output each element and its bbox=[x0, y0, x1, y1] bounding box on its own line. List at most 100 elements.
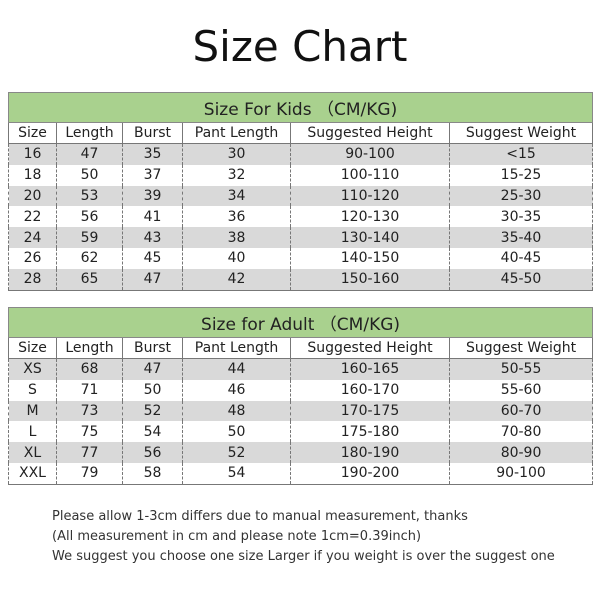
cell: 90-100 bbox=[290, 143, 450, 165]
cell: 120-130 bbox=[290, 206, 450, 228]
cell: 44 bbox=[182, 358, 291, 380]
cell: 50-55 bbox=[448, 358, 594, 380]
cell: 18 bbox=[8, 164, 57, 186]
cell: 100-110 bbox=[290, 164, 450, 186]
cell: 16 bbox=[8, 143, 57, 165]
caption-row: Size For Kids （CM/KG) bbox=[7, 92, 594, 123]
cell: L bbox=[8, 421, 57, 443]
column-header: Pant Length bbox=[182, 337, 291, 359]
cell: 43 bbox=[122, 227, 183, 248]
cell: 52 bbox=[182, 442, 291, 463]
cell: 79 bbox=[56, 462, 123, 485]
cell: 58 bbox=[122, 462, 183, 485]
cell: 30-35 bbox=[448, 206, 594, 228]
cell: 25-30 bbox=[448, 185, 594, 207]
cell: 38 bbox=[182, 227, 291, 248]
title: Size Chart bbox=[192, 22, 408, 71]
cell: 62 bbox=[56, 247, 123, 269]
data-row: XL 77 56 52 180-190 80-90 bbox=[8, 442, 594, 463]
cell: 24 bbox=[8, 227, 57, 248]
data-row: 16 47 35 30 90-100 <15 bbox=[8, 143, 594, 165]
cell: M bbox=[8, 400, 57, 422]
cell: 56 bbox=[122, 442, 183, 463]
cell: 36 bbox=[182, 206, 291, 228]
data-row: M 73 52 48 170-175 60-70 bbox=[8, 400, 594, 422]
table-title: Size For Kids （CM/KG) bbox=[7, 92, 594, 123]
column-header: Burst bbox=[122, 122, 183, 144]
cell: 40 bbox=[182, 247, 291, 269]
data-row: 28 65 47 42 150-160 45-50 bbox=[8, 268, 594, 291]
cell: 90-100 bbox=[448, 462, 594, 485]
note: Please allow 1-3cm differs due to manual… bbox=[52, 509, 468, 524]
cell: 34 bbox=[182, 185, 291, 207]
cell: 15-25 bbox=[448, 164, 594, 186]
cell: 35-40 bbox=[448, 227, 594, 248]
cell: 80-90 bbox=[448, 442, 594, 463]
column-header: Length bbox=[56, 122, 123, 144]
column-header: Suggested Height bbox=[290, 337, 450, 359]
cell: 50 bbox=[122, 379, 183, 401]
cell: XS bbox=[8, 358, 57, 380]
column-header: Size bbox=[8, 122, 57, 144]
cell: XL bbox=[8, 442, 57, 463]
cell: 53 bbox=[56, 185, 123, 207]
data-row: 26 62 45 40 140-150 40-45 bbox=[8, 247, 594, 269]
cell: 54 bbox=[182, 462, 291, 485]
cell: 32 bbox=[182, 164, 291, 186]
data-row: 24 59 43 38 130-140 35-40 bbox=[8, 227, 594, 248]
cell: S bbox=[8, 379, 57, 401]
cell: 35 bbox=[122, 143, 183, 165]
cell: 47 bbox=[122, 268, 183, 291]
cell: 46 bbox=[182, 379, 291, 401]
data-row: 20 53 39 34 110-120 25-30 bbox=[8, 185, 594, 207]
cell: 170-175 bbox=[290, 400, 450, 422]
cell: 47 bbox=[56, 143, 123, 165]
cell: 48 bbox=[182, 400, 291, 422]
column-header: Suggested Height bbox=[290, 122, 450, 144]
cell: 50 bbox=[56, 164, 123, 186]
cell: 160-165 bbox=[290, 358, 450, 380]
cell: 71 bbox=[56, 379, 123, 401]
data-row: 22 56 41 36 120-130 30-35 bbox=[8, 206, 594, 228]
cell: 130-140 bbox=[290, 227, 450, 248]
table-title: Size for Adult （CM/KG) bbox=[7, 307, 594, 338]
column-header: Size bbox=[8, 337, 57, 359]
cell: XXL bbox=[8, 462, 57, 485]
cell: 68 bbox=[56, 358, 123, 380]
cell: 52 bbox=[122, 400, 183, 422]
cell: 45 bbox=[122, 247, 183, 269]
cell: 75 bbox=[56, 421, 123, 443]
data-row: 18 50 37 32 100-110 15-25 bbox=[8, 164, 594, 186]
cell: 39 bbox=[122, 185, 183, 207]
cell: 59 bbox=[56, 227, 123, 248]
column-header: Pant Length bbox=[182, 122, 291, 144]
cell: 150-160 bbox=[290, 268, 450, 291]
cell: 110-120 bbox=[290, 185, 450, 207]
data-row: L 75 54 50 175-180 70-80 bbox=[8, 421, 594, 443]
cell: 140-150 bbox=[290, 247, 450, 269]
size-table: Size for Adult （CM/KG) Size Length Burst Pan… bbox=[7, 307, 594, 485]
cell: 70-80 bbox=[448, 421, 594, 443]
data-row: XS 68 47 44 160-165 50-55 bbox=[8, 358, 594, 380]
cell: 55-60 bbox=[448, 379, 594, 401]
cell: 73 bbox=[56, 400, 123, 422]
caption-row: Size for Adult （CM/KG) bbox=[7, 307, 594, 338]
cell: 41 bbox=[122, 206, 183, 228]
header-row: Size Length Burst Pant Length Suggested Heig… bbox=[8, 337, 594, 359]
cell: 180-190 bbox=[290, 442, 450, 463]
cell: 45-50 bbox=[448, 268, 594, 291]
column-header: Suggest Weight bbox=[448, 122, 594, 144]
note: We suggest you choose one size Larger if… bbox=[52, 549, 555, 564]
cell: 26 bbox=[8, 247, 57, 269]
data-row: S 71 50 46 160-170 55-60 bbox=[8, 379, 594, 401]
cell: 50 bbox=[182, 421, 291, 443]
note: (All measurement in cm and please note 1… bbox=[52, 529, 422, 544]
cell: 28 bbox=[8, 268, 57, 291]
data-row: XXL 79 58 54 190-200 90-100 bbox=[8, 462, 594, 485]
cell: 77 bbox=[56, 442, 123, 463]
cell: 42 bbox=[182, 268, 291, 291]
cell: 30 bbox=[182, 143, 291, 165]
cell: 175-180 bbox=[290, 421, 450, 443]
cell: 20 bbox=[8, 185, 57, 207]
